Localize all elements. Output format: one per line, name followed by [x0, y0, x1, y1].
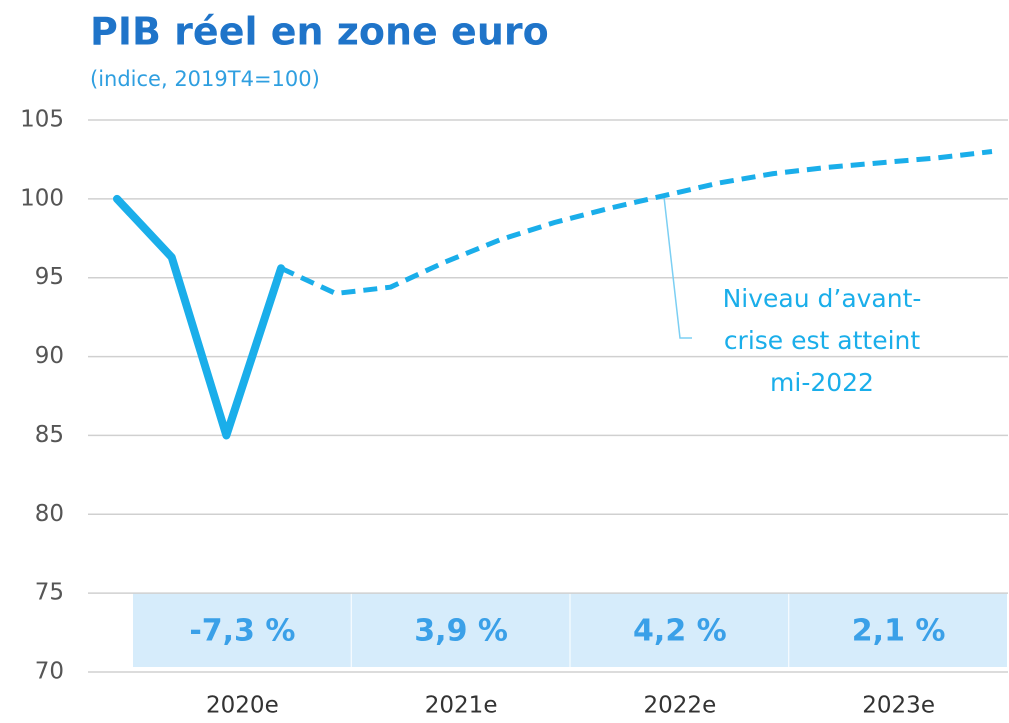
annotation: mi-2022 [770, 368, 874, 397]
series-line [280, 149, 993, 296]
growth-label: 4,2 % [633, 614, 727, 649]
chart-subtitle: (indice, 2019T4=100) [90, 67, 320, 91]
x-tick-label: 2021e [425, 693, 498, 719]
y-tick-label: 85 [35, 422, 64, 448]
y-tick-label: 105 [20, 107, 64, 133]
y-tick-label: 100 [20, 185, 64, 211]
annotation: Niveau d’avant- [723, 284, 922, 313]
series-line [113, 194, 286, 440]
x-tick-label: 2022e [644, 693, 717, 719]
growth-cell [351, 593, 570, 667]
growth-label: 2,1 % [852, 614, 946, 649]
growth-cell [789, 593, 1007, 667]
y-tick-label: 90 [35, 343, 64, 369]
growth-cell [570, 593, 789, 667]
y-tick-label: 70 [35, 659, 64, 685]
y-tick-label: 80 [35, 501, 64, 527]
growth-label: -7,3 % [189, 614, 295, 649]
y-tick-label: 95 [35, 264, 64, 290]
annotation: crise est atteint [724, 326, 921, 355]
annotation-leader [663, 195, 692, 339]
growth-label: 3,9 % [414, 614, 508, 649]
growth-cell [133, 593, 351, 667]
x-tick-label: 2023e [862, 693, 935, 719]
y-tick-label: 75 [35, 580, 64, 606]
x-tick-label: 2020e [206, 693, 279, 719]
chart-title: PIB réel en zone euro [90, 10, 549, 54]
